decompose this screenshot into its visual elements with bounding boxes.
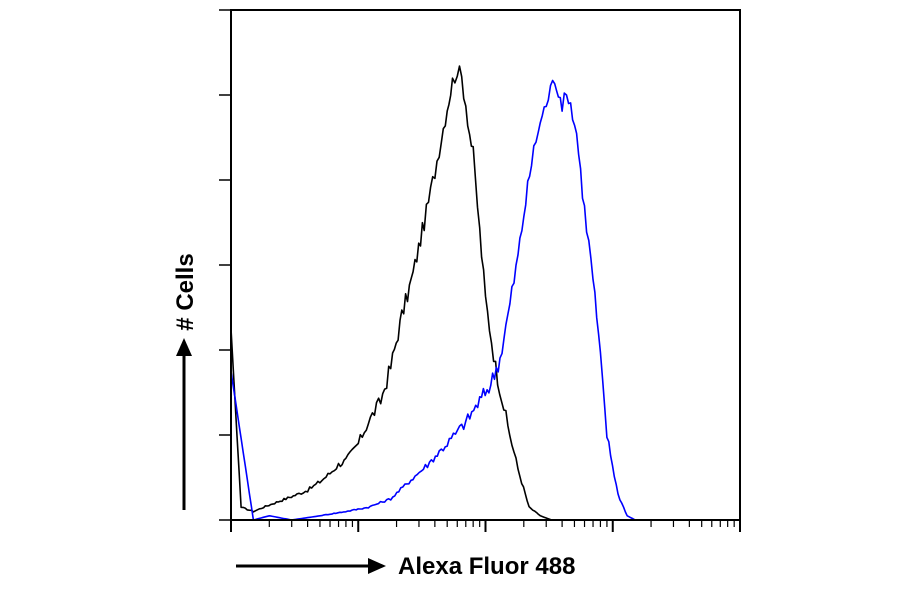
y-axis-arrow-head [176, 338, 192, 356]
x-axis-label-group: Alexa Fluor 488 [236, 553, 575, 580]
y-axis-ticks [219, 9, 231, 521]
series-line-blue [230, 79, 636, 521]
plot-frame [230, 9, 741, 521]
x-axis-label: Alexa Fluor 488 [398, 553, 575, 580]
series-layer [230, 65, 636, 521]
y-axis-label-group: # Cells [172, 253, 199, 510]
y-axis-label: # Cells [172, 253, 199, 330]
series-line-black [230, 65, 552, 521]
x-axis-arrow-head [368, 558, 386, 574]
x-axis-ticks [230, 520, 741, 532]
